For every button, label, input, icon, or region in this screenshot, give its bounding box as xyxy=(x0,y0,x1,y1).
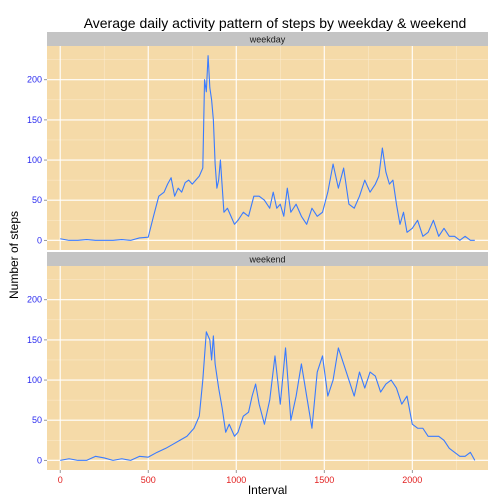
x-tick-label: 2000 xyxy=(402,475,422,485)
y-ticks-weekday: 0 50 100 150 200 xyxy=(27,75,47,245)
strip-weekday xyxy=(47,32,488,46)
y-tick-label: 100 xyxy=(27,375,42,385)
strip-weekend xyxy=(47,252,488,266)
strip-label-weekday: weekday xyxy=(249,35,286,45)
panel-weekday: weekday 0 50 100 150 200 xyxy=(27,32,488,250)
y-tick-label: 50 xyxy=(32,415,42,425)
series-line-weekend xyxy=(60,331,476,461)
chart-title: Average daily activity pattern of steps … xyxy=(84,15,467,31)
panel-background-weekend xyxy=(47,266,488,470)
y-tick-label: 150 xyxy=(27,115,42,125)
y-axis-title: Number of steps xyxy=(7,211,21,299)
y-tick-label: 50 xyxy=(32,195,42,205)
grid-weekend xyxy=(47,266,488,470)
y-tick-label: 200 xyxy=(27,75,42,85)
x-tick-label: 500 xyxy=(141,475,156,485)
panel-background-weekday xyxy=(47,46,488,250)
series-line-weekday xyxy=(60,55,475,241)
x-ticks: 0 500 1000 1500 2000 xyxy=(58,470,422,485)
x-tick-label: 1000 xyxy=(226,475,246,485)
y-tick-label: 0 xyxy=(37,455,42,465)
y-ticks-weekend: 0 50 100 150 200 xyxy=(27,295,47,465)
x-tick-label: 0 xyxy=(58,475,63,485)
panel-weekend: weekend 0 50 100 150 200 xyxy=(27,252,488,470)
y-tick-label: 150 xyxy=(27,335,42,345)
x-axis-title: Interval xyxy=(248,483,287,497)
y-tick-label: 200 xyxy=(27,295,42,305)
strip-label-weekend: weekend xyxy=(248,255,285,265)
x-tick-label: 1500 xyxy=(314,475,334,485)
grid-weekday xyxy=(47,46,488,250)
y-tick-label: 100 xyxy=(27,155,42,165)
y-tick-label: 0 xyxy=(37,235,42,245)
